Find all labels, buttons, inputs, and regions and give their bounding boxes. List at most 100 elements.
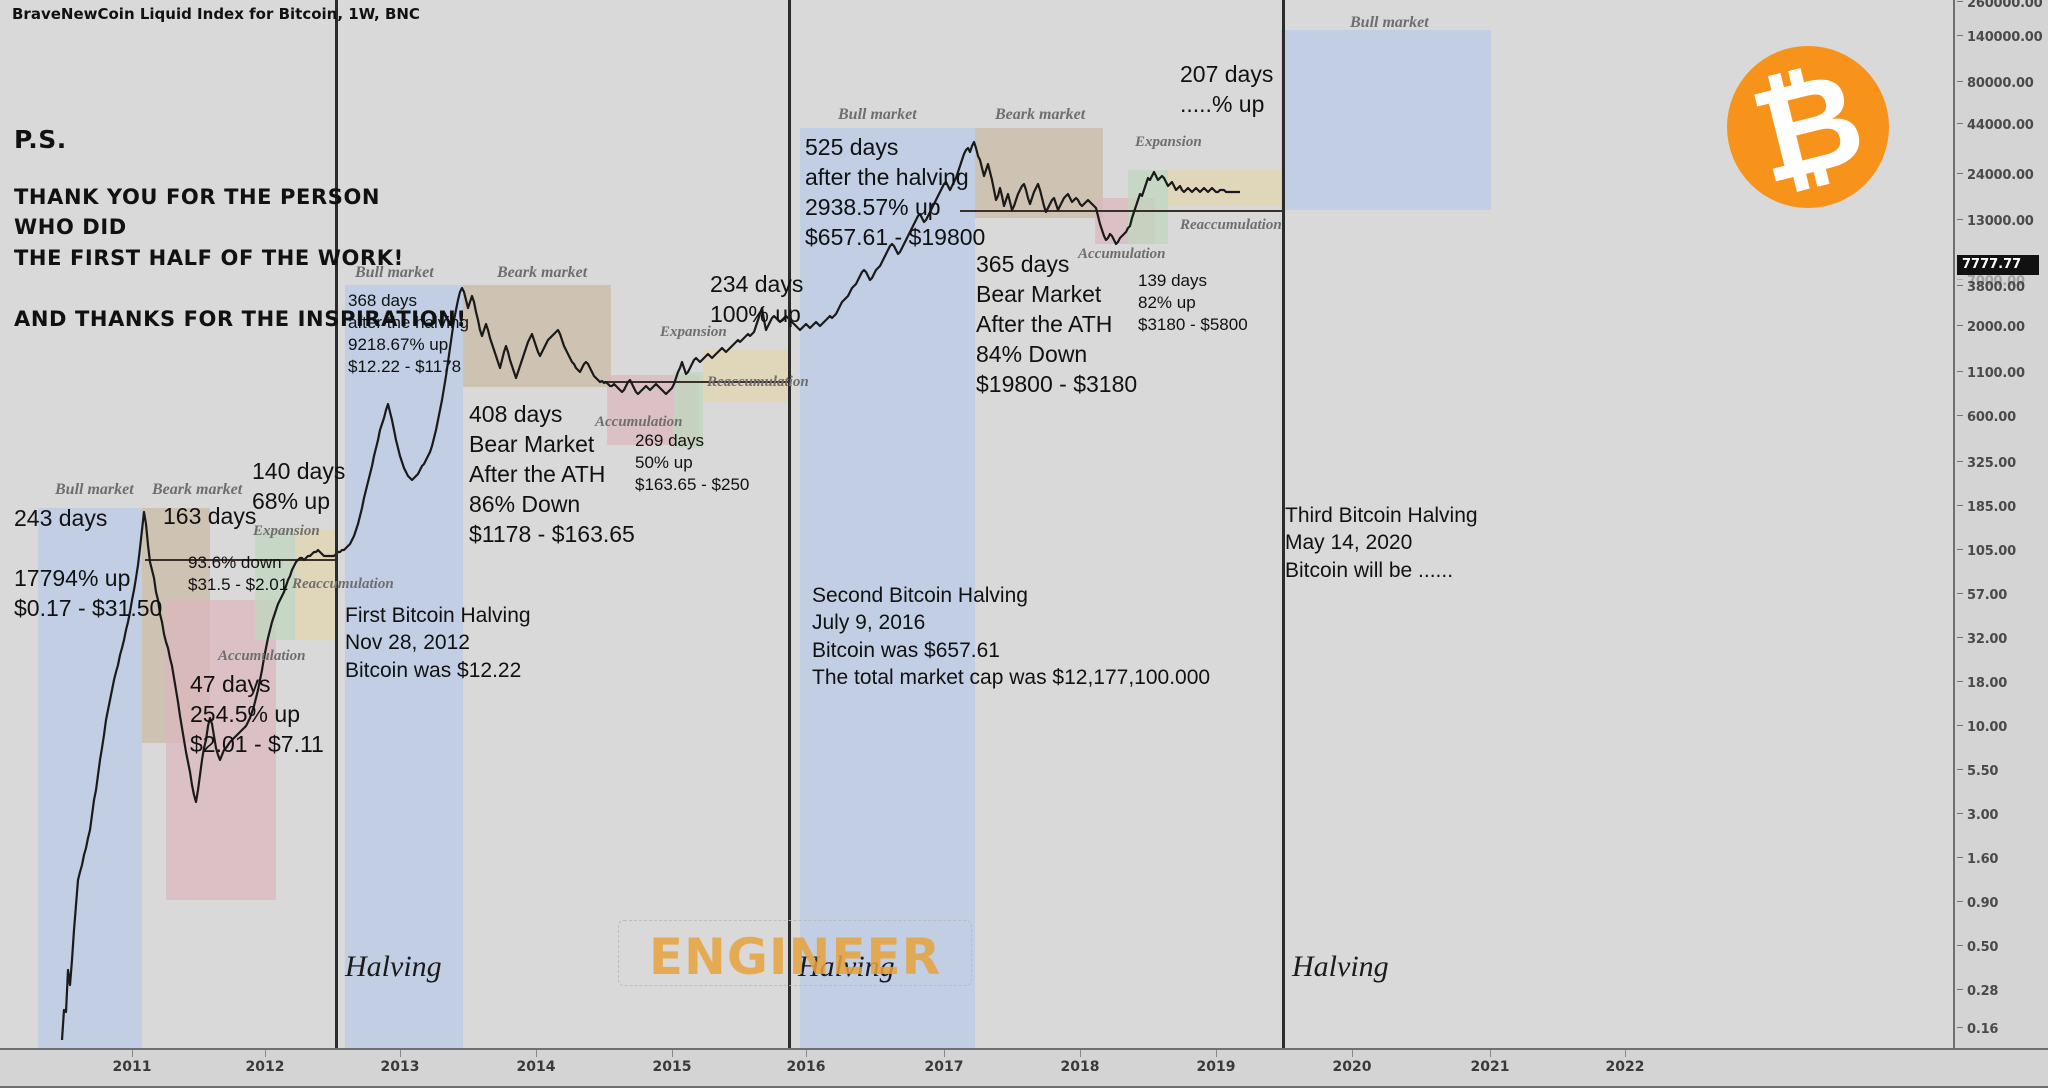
phase-label-bear-2: Beark market [497,264,588,281]
time-tick-mark [944,1050,945,1057]
time-tick-mark [265,1050,266,1057]
annotation-cycle3-bull: 525 days after the halving 2938.57% up $… [805,134,986,250]
zone-accumulation-1 [166,600,276,900]
phase-label-bull-2: Bull market [355,264,434,281]
time-tick-label: 2020 [1332,1059,1372,1075]
price-tick: 5.50 [1955,764,2048,779]
postscript-lines: THANK YOU FOR THE PERSON WHO DID THE FIR… [14,185,467,331]
annotation-cycle3-expansion: 207 days .....% up [1180,61,1274,117]
annotation-halving-1: First Bitcoin Halving Nov 28, 2012 Bitco… [345,604,531,682]
time-tick-mark [806,1050,807,1057]
zone-bear-3 [975,128,1103,218]
price-tick: 80000.00 [1955,76,2048,91]
zone-reaccumulation-2 [703,350,788,402]
price-tick: 57.00 [1955,588,2048,603]
annotation-cycle2-bear: 408 days Bear Market After the ATH 86% D… [469,401,635,547]
time-tick-mark [1625,1050,1626,1057]
halving-label-1: Halving [345,950,442,983]
price-line [60,140,1240,1041]
phase-label-expansion-3: Expansion [1135,134,1202,150]
time-tick-mark [536,1050,537,1057]
annotation-cycle1-bull: 243 days 17794% up $0.17 - $31.50 [14,505,163,621]
phase-label-expansion-1: Expansion [253,523,320,539]
time-tick-mark [1490,1050,1491,1057]
price-tick: 0.16 [1955,1022,2048,1037]
chart-title: BraveNewCoin Liquid Index for Bitcoin, 1… [12,5,420,23]
halving-divider-3 [1282,0,1285,1048]
phase-label-bear-1: Beark market [152,481,243,498]
time-tick-mark [400,1050,401,1057]
phase-label-accumulation-2: Accumulation [595,414,683,430]
halving-divider-2 [788,0,791,1048]
phase-label-accumulation-1: Accumulation [218,648,306,664]
time-tick-label: 2015 [652,1059,692,1075]
price-tick: 1.60 [1955,852,2048,867]
price-tick: 3800.00 [1955,280,2048,295]
price-tick: 2000.00 [1955,320,2048,335]
annotation-cycle3-bear: 365 days Bear Market After the ATH 84% D… [976,251,1138,397]
watermark-text: ENGINEER [648,928,942,986]
price-tick: 325.00 [1955,456,2048,471]
annotation-cycle2-expansion: 234 days 100% up [710,271,804,327]
phase-label-bull-4: Bull market [1350,14,1429,31]
time-tick-label: 2016 [786,1059,826,1075]
time-axis[interactable]: 2011 2012 2013 2014 2015 2016 2017 2018 2019 2020… [0,1048,2048,1088]
zone-bear-2 [463,285,611,387]
price-tick: 18.00 [1955,676,2048,691]
time-tick-label: 2017 [924,1059,964,1075]
halving-divider-1 [335,0,338,1048]
price-tick: 0.50 [1955,940,2048,955]
price-tick: 600.00 [1955,410,2048,425]
phase-label-bull-3: Bull market [838,106,917,123]
time-tick-label: 2012 [245,1059,285,1075]
annotation-halving-2: Second Bitcoin Halving July 9, 2016 Bitc… [812,584,1211,689]
time-tick-label: 2013 [380,1059,420,1075]
phase-label-reaccumulation-3: Reaccumulation [1180,217,1282,233]
watermark-frame [618,920,972,986]
annotation-cycle2-accumulation: 269 days 50% up $163.65 - $250 [635,431,750,495]
zone-expansion-2 [673,372,703,448]
price-tick: 3.00 [1955,808,2048,823]
time-tick-mark [1080,1050,1081,1057]
price-tick: 10.00 [1955,720,2048,735]
price-axis[interactable]: 260000.00 140000.00 80000.00 44000.00 24000.… [1953,0,2048,1048]
zone-bull-2 [345,285,463,1048]
price-tick: 32.00 [1955,632,2048,647]
price-tick: 140000.00 [1955,30,2048,45]
level-line-1 [145,559,335,561]
phase-label-bear-3: Beark market [995,106,1086,123]
level-line-3 [960,210,1282,212]
price-tick: 105.00 [1955,544,2048,559]
time-tick-mark [1352,1050,1353,1057]
time-tick-label: 2019 [1196,1059,1236,1075]
price-tick: 260000.00 [1955,0,2048,11]
zone-bull-3 [800,128,975,1048]
level-line-2 [604,381,788,383]
annotation-cycle1-bear-days: 163 days [163,503,257,529]
annotation-cycle1-accumulation: 47 days 254.5% up $2.01 - $7.11 [190,671,324,757]
halving-label-2: Halving [798,950,895,983]
price-tick: 185.00 [1955,500,2048,515]
annotation-halving-3: Third Bitcoin Halving May 14, 2020 Bitco… [1285,504,1478,582]
time-tick-label: 2022 [1605,1059,1645,1075]
phase-label-reaccumulation-2: Reaccumulation [707,374,809,390]
price-tick: 44000.00 [1955,118,2048,133]
bitcoin-logo: ₿ [1727,40,1889,214]
phase-label-bull-1: Bull market [55,481,134,498]
price-tick: 13000.00 [1955,214,2048,229]
postscript-heading: P.S. [14,125,67,154]
price-tick: 0.28 [1955,984,2048,999]
price-chart-plot-area[interactable]: Halving Halving Halving BraveNewCoin Liq… [0,0,1953,1048]
zone-reaccumulation-1 [295,530,335,640]
zone-expansion-1 [255,530,295,640]
price-tick: 1100.00 [1955,366,2048,381]
time-tick-mark [672,1050,673,1057]
time-tick-label: 2011 [112,1059,152,1075]
phase-label-reaccumulation-1: Reaccumulation [292,576,394,592]
phase-label-accumulation-3: Accumulation [1078,246,1166,262]
time-tick-label: 2021 [1470,1059,1510,1075]
time-tick-label: 2018 [1060,1059,1100,1075]
engineer-watermark: ENGINEER [610,912,980,996]
price-tick: 24000.00 [1955,168,2048,183]
